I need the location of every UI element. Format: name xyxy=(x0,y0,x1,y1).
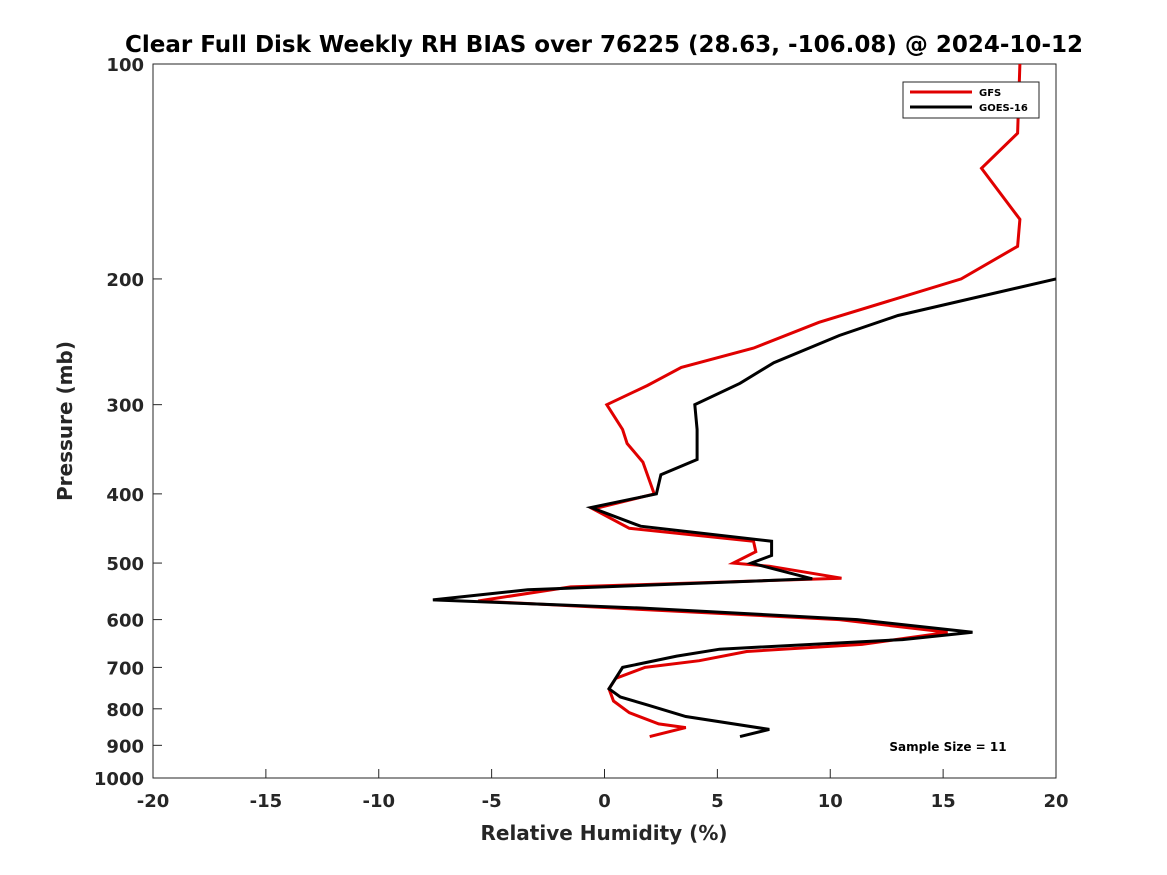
y-tick-label: 1000 xyxy=(94,769,144,790)
y-tick-label: 700 xyxy=(106,658,144,679)
x-tick-label: 0 xyxy=(598,791,611,812)
y-axis-ticks: 100 200 300 400 500 600 700 800 900 1000 xyxy=(94,55,162,790)
plot-area-frame xyxy=(152,63,1057,779)
y-tick-label: 800 xyxy=(106,700,144,721)
x-tick-label: -15 xyxy=(250,791,283,812)
series-line-goes-16 xyxy=(432,277,1057,739)
sample-size-annotation: Sample Size = 11 xyxy=(889,740,1006,754)
y-axis-label: Pressure (mb) xyxy=(53,341,77,501)
legend-label-goes-16: GOES-16 xyxy=(979,103,1028,114)
x-tick-label: 20 xyxy=(1043,791,1068,812)
x-axis-ticks: -20 -15 -10 -5 0 5 10 15 20 xyxy=(137,769,1069,812)
x-tick-label: 10 xyxy=(818,791,843,812)
legend-box xyxy=(902,81,1040,119)
chart-title: Clear Full Disk Weekly RH BIAS over 7622… xyxy=(125,32,1083,58)
x-tick-label: 15 xyxy=(931,791,956,812)
legend: GFS GOES-16 xyxy=(902,81,1040,119)
y-tick-label: 600 xyxy=(106,611,144,632)
y-tick-label: 300 xyxy=(106,396,144,417)
series-layer xyxy=(432,63,1057,739)
x-tick-label: -10 xyxy=(362,791,395,812)
legend-label-gfs: GFS xyxy=(979,88,1001,99)
y-tick-label: 200 xyxy=(106,270,144,291)
x-tick-label: -20 xyxy=(137,791,170,812)
y-tick-label: 400 xyxy=(106,485,144,506)
x-tick-label: 5 xyxy=(711,791,724,812)
x-tick-label: -5 xyxy=(482,791,502,812)
y-tick-label: 900 xyxy=(106,736,144,757)
series-goes-16 xyxy=(432,277,1057,739)
y-tick-label: 500 xyxy=(106,554,144,575)
x-axis-label: Relative Humidity (%) xyxy=(480,821,727,845)
y-tick-label: 100 xyxy=(106,55,144,76)
